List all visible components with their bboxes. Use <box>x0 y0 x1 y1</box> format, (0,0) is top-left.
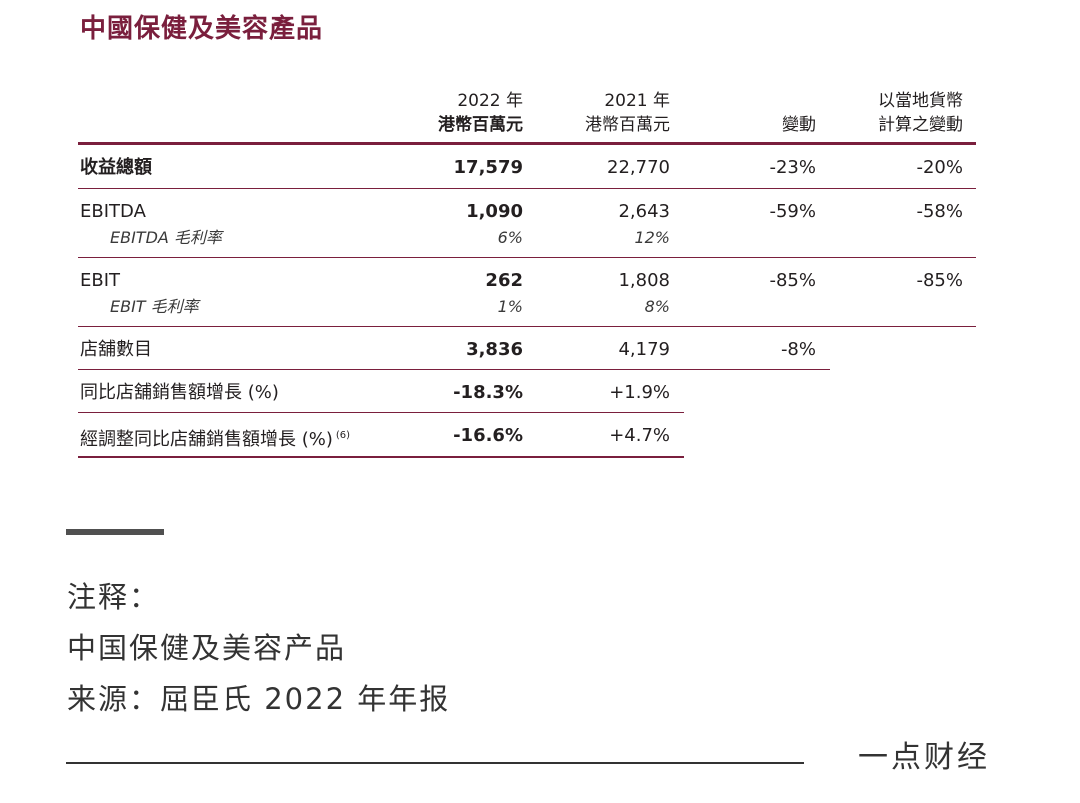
row-revenue-local: -20% <box>916 157 963 178</box>
row-adj-comp-growth-label-text: 經調整同比店舖銷售額增長 (%) <box>80 429 333 450</box>
header-local-line1: 以當地貨幣 <box>878 91 963 111</box>
row-divider <box>78 188 976 189</box>
row-adj-comp-growth-2022: -16.6% <box>453 425 523 446</box>
notes-source: 来源：屈臣氏 2022 年年报 <box>67 682 451 716</box>
row-ebit-local: -85% <box>916 270 963 291</box>
brand-signature: 一点财经 <box>858 740 990 775</box>
row-divider <box>78 326 976 327</box>
row-revenue-change: -23% <box>769 157 816 178</box>
row-ebit-margin-label: EBIT 毛利率 <box>110 297 199 316</box>
section-divider <box>66 529 164 535</box>
row-comp-growth-label: 同比店舖銷售額增長 (%) <box>80 382 279 403</box>
header-2021-year: 2021 年 <box>604 91 670 111</box>
row-revenue-2021: 22,770 <box>607 157 670 178</box>
footnote-marker: (6) <box>335 430 351 441</box>
row-revenue-2022: 17,579 <box>453 157 523 178</box>
row-ebitda-margin-label: EBITDA 毛利率 <box>110 228 222 247</box>
page-title: 中國保健及美容產品 <box>80 14 324 44</box>
row-stores-label: 店舖數目 <box>80 339 152 360</box>
header-change: 變動 <box>782 115 816 135</box>
header-2022-unit: 港幣百萬元 <box>438 115 523 135</box>
row-divider <box>78 369 830 370</box>
row-ebitda-margin-2021: 12% <box>634 228 670 247</box>
row-ebitda-label: EBITDA <box>80 201 146 222</box>
row-adj-comp-growth-label: 經調整同比店舖銷售額增長 (%) (6) <box>80 425 350 451</box>
financial-table: 2022 年 港幣百萬元 2021 年 港幣百萬元 變動 以當地貨幣 計算之變動… <box>78 88 976 460</box>
notes-line1: 中国保健及美容产品 <box>67 631 347 665</box>
header-2022-year: 2022 年 <box>457 91 523 111</box>
row-revenue-label: 收益總額 <box>80 157 152 178</box>
row-ebit-margin-2022: 1% <box>497 297 523 316</box>
row-ebit-margin-2021: 8% <box>644 297 670 316</box>
row-ebitda-local: -58% <box>916 201 963 222</box>
row-stores-change: -8% <box>780 339 816 360</box>
header-rule <box>78 142 976 145</box>
row-divider <box>78 257 976 258</box>
row-ebit-2022: 262 <box>485 270 523 291</box>
row-ebitda-change: -59% <box>769 201 816 222</box>
header-2021-unit: 港幣百萬元 <box>585 115 670 135</box>
row-comp-growth-2021: +1.9% <box>609 382 670 403</box>
row-ebitda-2022: 1,090 <box>466 201 523 222</box>
row-stores-2022: 3,836 <box>466 339 523 360</box>
bottom-divider <box>66 762 804 764</box>
row-comp-growth-2022: -18.3% <box>453 382 523 403</box>
row-stores-2021: 4,179 <box>618 339 670 360</box>
row-ebitda-2021: 2,643 <box>618 201 670 222</box>
row-ebit-change: -85% <box>769 270 816 291</box>
row-ebit-label: EBIT <box>80 270 121 291</box>
row-adj-comp-growth-2021: +4.7% <box>609 425 670 446</box>
row-divider <box>78 412 684 413</box>
table-bottom-rule <box>78 456 684 458</box>
row-ebit-2021: 1,808 <box>618 270 670 291</box>
header-local-line2: 計算之變動 <box>878 115 963 135</box>
notes-label: 注释： <box>67 580 161 614</box>
row-ebitda-margin-2022: 6% <box>497 228 523 247</box>
